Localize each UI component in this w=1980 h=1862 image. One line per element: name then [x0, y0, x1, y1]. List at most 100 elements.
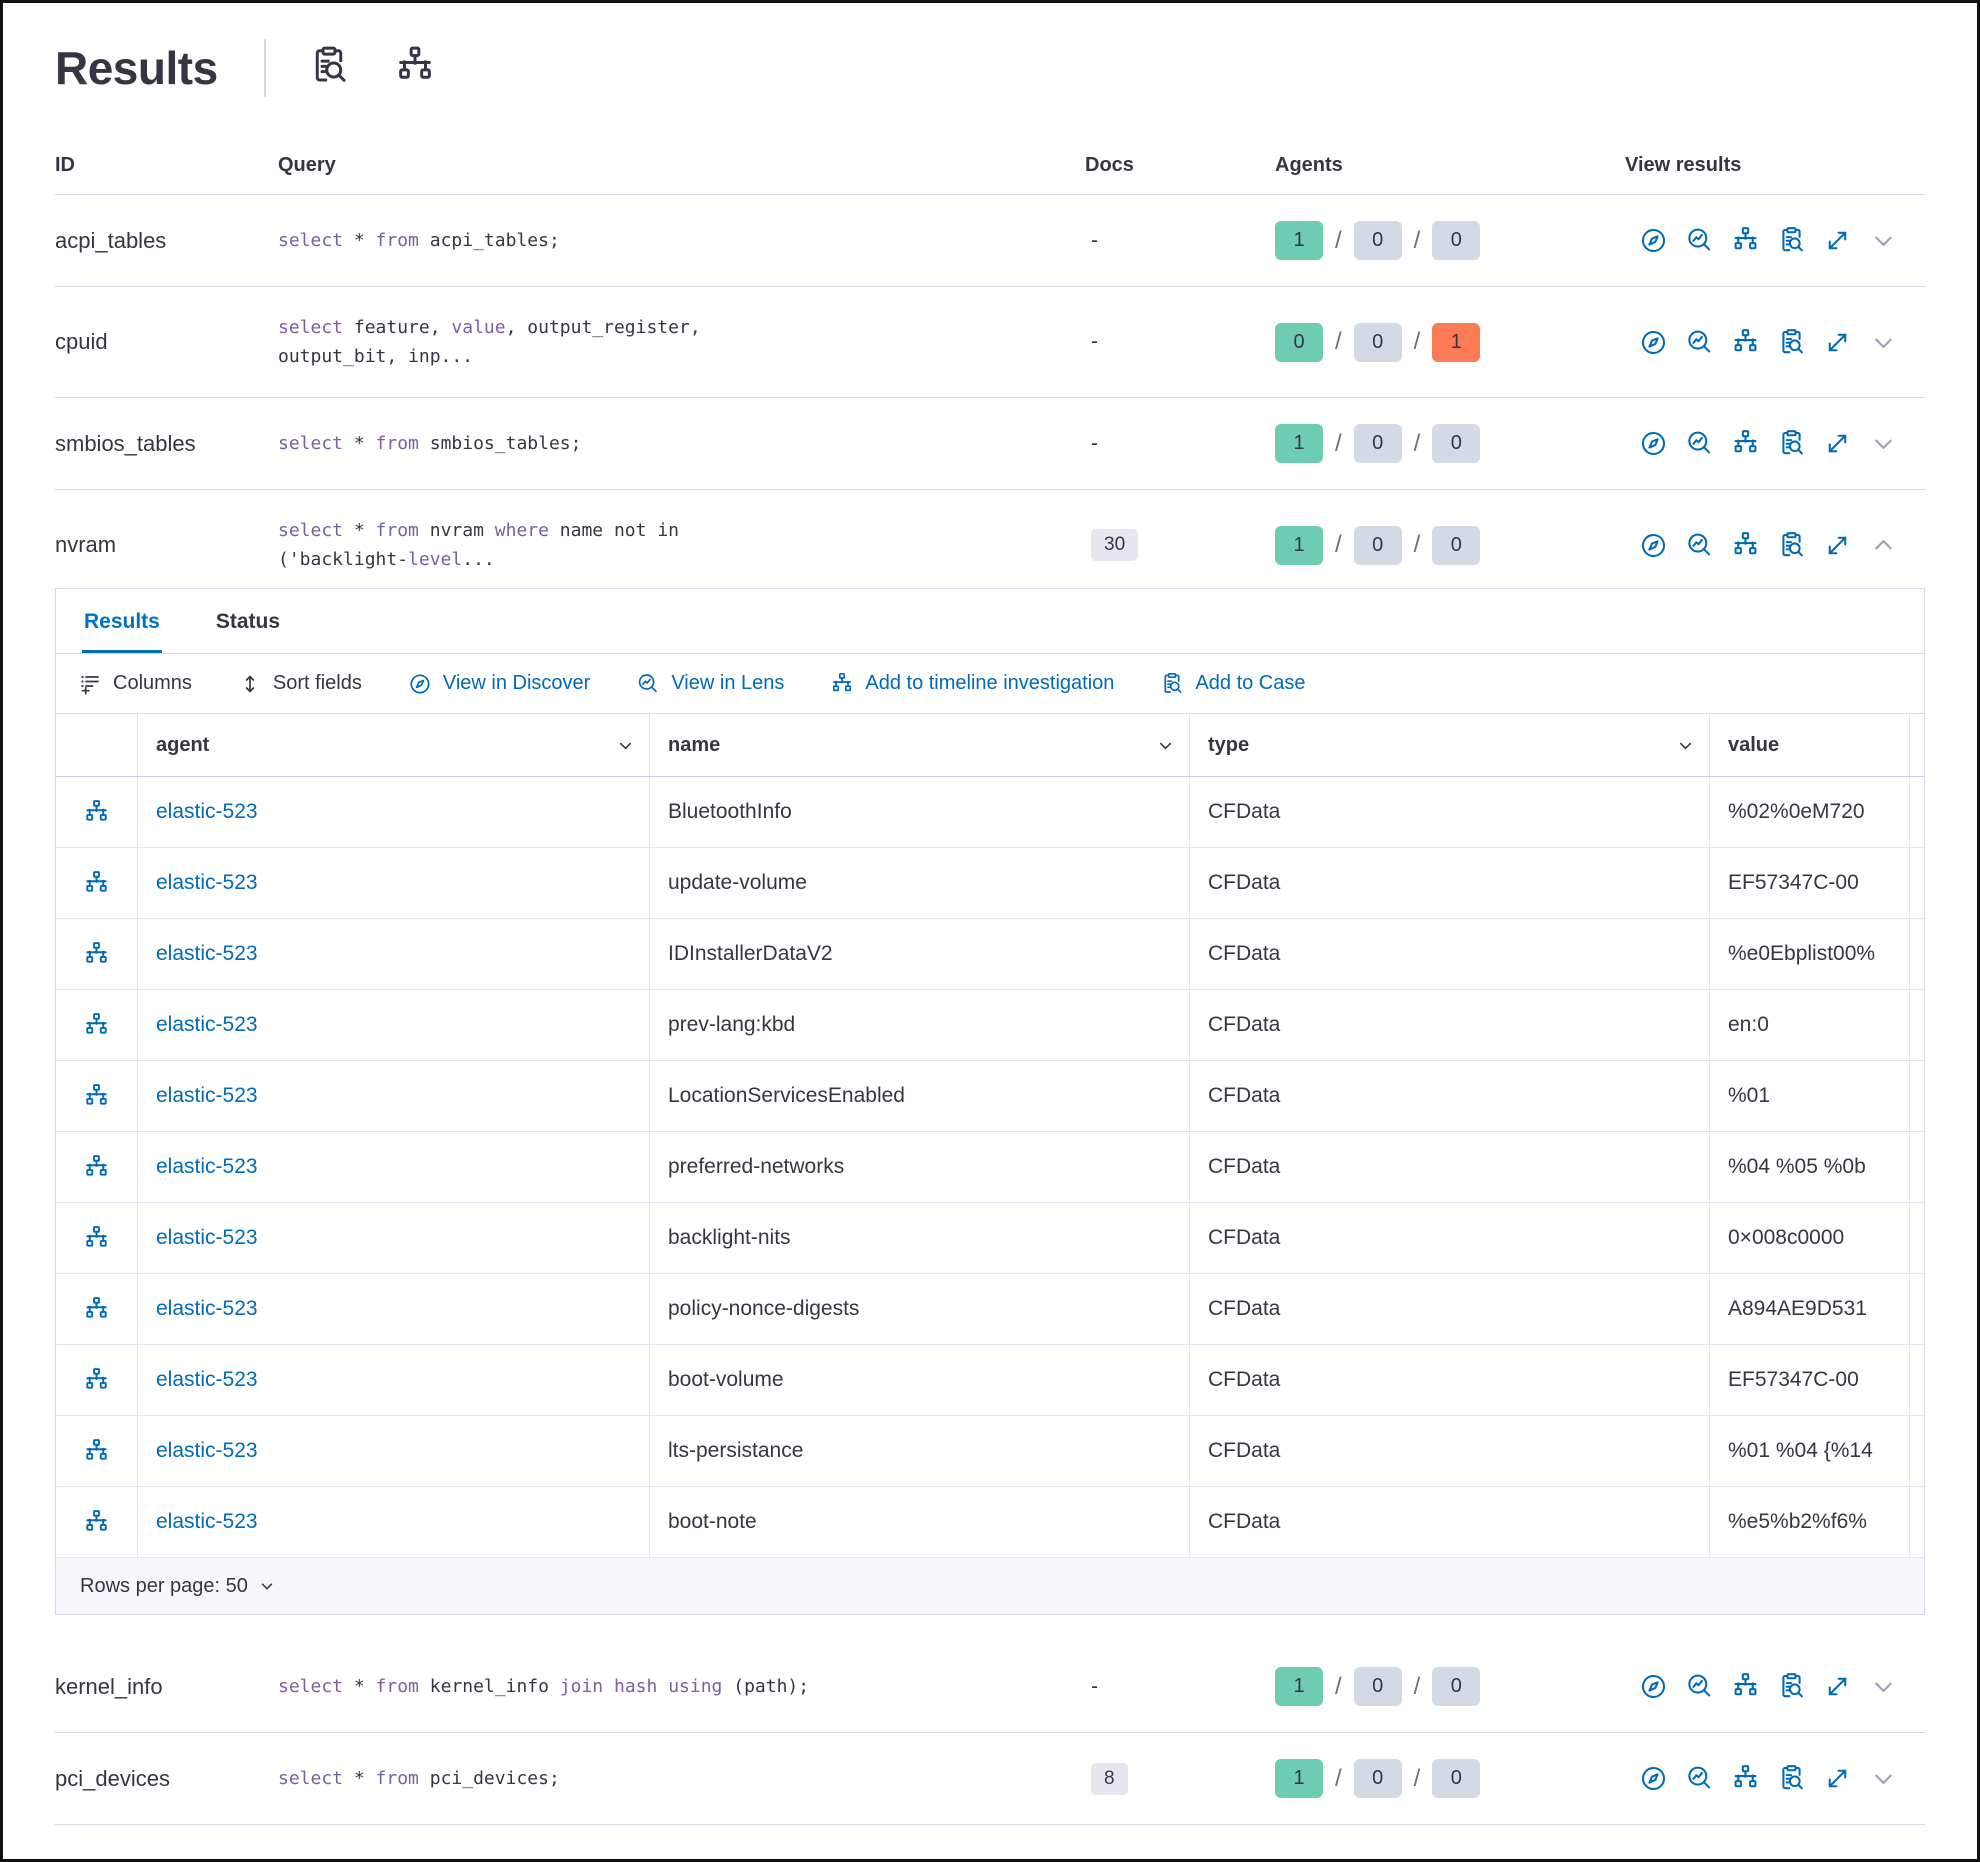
add-to-timeline-button[interactable] — [83, 1509, 110, 1536]
docs-count: - — [1091, 1674, 1098, 1698]
agent-count-badge-gray: 0 — [1353, 322, 1402, 362]
view-results-actions — [1625, 1672, 1925, 1701]
add-to-case-button[interactable] — [1777, 1764, 1806, 1793]
view-in-discover-button[interactable] — [1639, 1672, 1668, 1701]
add-to-case-button[interactable] — [1777, 429, 1806, 458]
view-in-lens-button[interactable] — [1685, 328, 1714, 357]
agent-count-badge-gray: 0 — [1432, 424, 1481, 463]
add-to-timeline-button[interactable] — [1731, 226, 1760, 255]
grid-column-header-name[interactable]: name — [650, 714, 1190, 776]
add-to-timeline-button[interactable] — [83, 1012, 110, 1039]
docs-count-badge: 8 — [1091, 1762, 1128, 1795]
view-in-discover-button[interactable] — [1639, 226, 1668, 255]
grid-column-header-value[interactable]: value — [1710, 714, 1910, 776]
tab-status[interactable]: Status — [214, 589, 282, 653]
agent-link[interactable]: elastic-523 — [156, 1155, 258, 1178]
view-in-discover-button[interactable] — [1639, 531, 1668, 560]
cell-name: prev-lang:kbd — [650, 990, 1190, 1060]
add-to-case-button[interactable] — [1777, 226, 1806, 255]
add-to-timeline-button[interactable] — [83, 941, 110, 968]
add-to-timeline-button[interactable] — [83, 870, 110, 897]
add-to-timeline-link[interactable]: Add to timeline investigation — [830, 672, 1114, 696]
sitemap-icon — [1731, 1764, 1760, 1793]
agent-link[interactable]: elastic-523 — [156, 1439, 258, 1462]
add-to-case-button[interactable] — [1777, 1672, 1806, 1701]
add-to-timeline-button[interactable] — [83, 1225, 110, 1252]
agent-link[interactable]: elastic-523 — [156, 1510, 258, 1533]
expand-results-button[interactable] — [1823, 429, 1852, 458]
view-in-discover-link[interactable]: View in Discover — [408, 672, 590, 696]
view-in-lens-button[interactable] — [1685, 531, 1714, 560]
add-to-timeline-button[interactable] — [1731, 1764, 1760, 1793]
row-timeline-action — [56, 1487, 138, 1557]
compass-icon — [408, 672, 432, 696]
expand-results-button[interactable] — [1823, 1672, 1852, 1701]
agent-link[interactable]: elastic-523 — [156, 1297, 258, 1320]
toggle-row-expand-button[interactable] — [1869, 226, 1898, 255]
add-to-timeline-button[interactable] — [83, 1154, 110, 1181]
view-in-lens-link[interactable]: View in Lens — [636, 672, 784, 696]
query-sql: select * from nvram where name not in ('… — [278, 520, 679, 570]
inspect-icon — [1777, 328, 1806, 357]
columns-button[interactable]: Columns — [78, 672, 192, 696]
tab-results[interactable]: Results — [82, 589, 162, 653]
expand-results-button[interactable] — [1823, 226, 1852, 255]
add-to-timeline-button[interactable] — [83, 1296, 110, 1323]
add-to-timeline-button[interactable] — [1731, 429, 1760, 458]
add-to-case-button[interactable] — [1777, 531, 1806, 560]
chevron-down-icon — [1869, 429, 1898, 458]
agent-link[interactable]: elastic-523 — [156, 1226, 258, 1249]
query-id: acpi_tables — [55, 227, 167, 253]
expand-icon — [1823, 328, 1852, 357]
view-results-actions — [1625, 429, 1925, 458]
view-in-discover-button[interactable] — [1639, 429, 1668, 458]
cell-value: %02%0eM720 — [1710, 777, 1910, 847]
add-to-timeline-button[interactable] — [83, 799, 110, 826]
agent-link[interactable]: elastic-523 — [156, 1368, 258, 1391]
agent-link[interactable]: elastic-523 — [156, 800, 258, 823]
toggle-row-expand-button[interactable] — [1869, 531, 1898, 560]
badge-separator: / — [1413, 531, 1421, 558]
view-in-timeline-button[interactable] — [394, 45, 436, 87]
query-row-acpi_tables: acpi_tables select * from acpi_tables; - 1 /… — [55, 195, 1925, 287]
add-to-timeline-button[interactable] — [1731, 531, 1760, 560]
add-to-timeline-button[interactable] — [83, 1083, 110, 1110]
expand-results-button[interactable] — [1823, 531, 1852, 560]
badge-separator: / — [1413, 1672, 1421, 1700]
sitemap-icon — [83, 1012, 110, 1039]
agent-link[interactable]: elastic-523 — [156, 1084, 258, 1107]
add-to-case-button[interactable] — [1777, 328, 1806, 357]
grid-column-header-type[interactable]: type — [1190, 714, 1710, 776]
add-to-timeline-button[interactable] — [1731, 328, 1760, 357]
grid-row: elastic-523 boot-volume CFData EF57347C-00 — [56, 1345, 1924, 1416]
sort-fields-button[interactable]: Sort fields — [238, 672, 362, 696]
add-to-timeline-button[interactable] — [83, 1438, 110, 1465]
view-in-discover-button[interactable] — [1639, 1764, 1668, 1793]
add-to-timeline-button[interactable] — [1731, 1672, 1760, 1701]
expand-results-button[interactable] — [1823, 1764, 1852, 1793]
row-filler — [1910, 1345, 1946, 1415]
expand-results-button[interactable] — [1823, 328, 1852, 357]
toggle-row-expand-button[interactable] — [1869, 1764, 1898, 1793]
view-in-lens-button[interactable] — [1685, 1764, 1714, 1793]
grid-column-header-agent[interactable]: agent — [138, 714, 650, 776]
add-to-timeline-button[interactable] — [83, 1367, 110, 1394]
rows-per-page-button[interactable]: Rows per page: 50 — [80, 1575, 276, 1598]
agent-link[interactable]: elastic-523 — [156, 1013, 258, 1036]
view-results-actions — [1625, 531, 1925, 560]
add-to-case-link[interactable]: Add to Case — [1160, 672, 1306, 696]
view-in-lens-button[interactable] — [1685, 226, 1714, 255]
cell-agent: elastic-523 — [138, 1274, 650, 1344]
inspect-icon — [1777, 429, 1806, 458]
view-in-discover-button[interactable] — [1639, 328, 1668, 357]
view-in-lens-button[interactable] — [1685, 429, 1714, 458]
view-in-lens-button[interactable] — [1685, 1672, 1714, 1701]
toggle-row-expand-button[interactable] — [1869, 1672, 1898, 1701]
toggle-row-expand-button[interactable] — [1869, 328, 1898, 357]
agent-count-badge-green: 1 — [1275, 1667, 1323, 1706]
toggle-row-expand-button[interactable] — [1869, 429, 1898, 458]
agent-link[interactable]: elastic-523 — [156, 871, 258, 894]
agent-link[interactable]: elastic-523 — [156, 942, 258, 965]
inspect-results-button[interactable] — [308, 45, 350, 87]
lens-icon — [1685, 226, 1714, 255]
